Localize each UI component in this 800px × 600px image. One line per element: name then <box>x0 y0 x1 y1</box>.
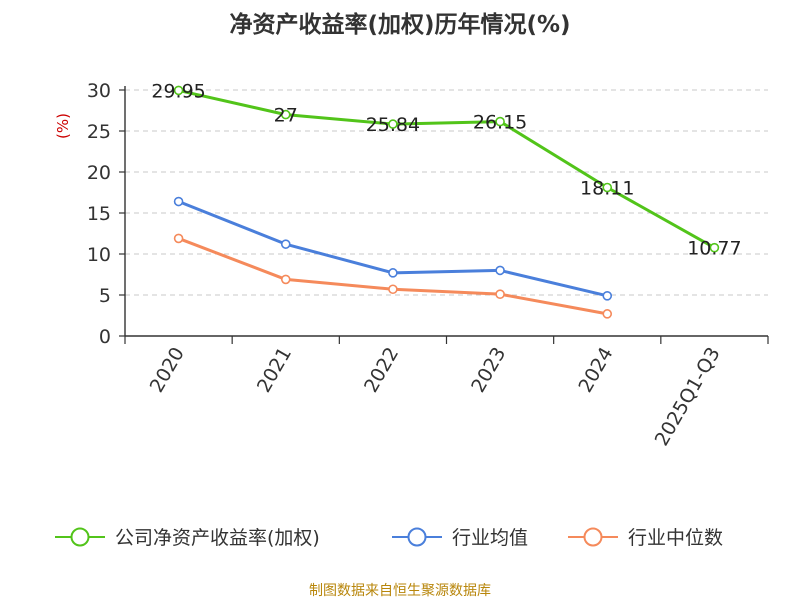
data-source-note: 制图数据来自恒生聚源数据库 <box>309 583 491 599</box>
series-2-point-2020 <box>173 233 184 244</box>
series-0-point-2020 <box>173 85 184 96</box>
x-tick-label-2024: 2024 <box>574 344 617 397</box>
series-1-point-2020 <box>173 196 184 207</box>
series-0-point-2023 <box>495 116 505 127</box>
series-1-point-2021 <box>280 239 291 249</box>
grid <box>125 89 768 296</box>
data-labels: 29.95 27 25.84 26.15 18.11 10.77 <box>151 80 741 259</box>
series-0-point-2022 <box>388 119 398 129</box>
series-line-1 <box>178 200 608 298</box>
y-tick-label-10: 10 <box>87 244 111 266</box>
data-label-2022: 25.84 <box>366 114 420 136</box>
series-1-point-2023 <box>495 265 505 276</box>
axes: 0 5 10 15 20 25 30 2020 2021 2022 2023 2024 2025Q1-Q… <box>87 80 769 450</box>
x-tick-label-2023: 2023 <box>467 344 510 397</box>
data-label-2024: 18.11 <box>580 177 634 199</box>
x-tick-label-2021: 2021 <box>253 344 296 397</box>
x-tick-label-2022: 2022 <box>360 344 403 397</box>
y-tick-label-20: 20 <box>87 162 111 184</box>
series-2-point-2023 <box>495 289 505 299</box>
series-0-point-2024 <box>602 182 613 193</box>
legend-marker-0 <box>70 527 90 547</box>
series-lines <box>173 85 720 319</box>
data-label-2023: 26.15 <box>473 112 527 134</box>
legend: 公司净资产收益率(加权) 行业均值 行业中位数 <box>55 527 723 549</box>
legend-marker-2 <box>583 527 603 547</box>
series-0-point-2025Q1-Q3 <box>709 242 720 253</box>
series-line-0 <box>178 88 716 249</box>
series-2-point-2022 <box>388 284 398 295</box>
x-tick-label-2025Q1-Q3: 2025Q1-Q3 <box>651 344 725 450</box>
data-label-2021: 27 <box>274 105 298 127</box>
y-axis-label: (%) <box>54 113 72 139</box>
series-1-point-2022 <box>388 268 398 278</box>
series-0-point-2021 <box>280 109 291 120</box>
legend-marker-1 <box>407 527 427 547</box>
y-tick-label-15: 15 <box>87 203 111 225</box>
y-tick-label-30: 30 <box>87 80 111 102</box>
series-2-point-2021 <box>280 274 291 285</box>
series-1-point-2024 <box>602 291 613 301</box>
legend-label-0: 公司净资产收益率(加权) <box>115 527 320 549</box>
y-tick-label-0: 0 <box>99 326 111 348</box>
data-label-2025Q1-Q3: 10.77 <box>687 238 741 260</box>
y-tick-label-5: 5 <box>99 285 111 307</box>
legend-label-2: 行业中位数 <box>628 527 723 549</box>
y-tick-label-25: 25 <box>87 121 111 143</box>
x-tick-label-2020: 2020 <box>146 344 189 397</box>
data-label-2020: 29.95 <box>151 80 205 102</box>
chart-title: 净资产收益率(加权)历年情况(%) <box>229 11 570 38</box>
legend-label-1: 行业均值 <box>452 527 528 549</box>
series-2-point-2024 <box>602 309 613 319</box>
